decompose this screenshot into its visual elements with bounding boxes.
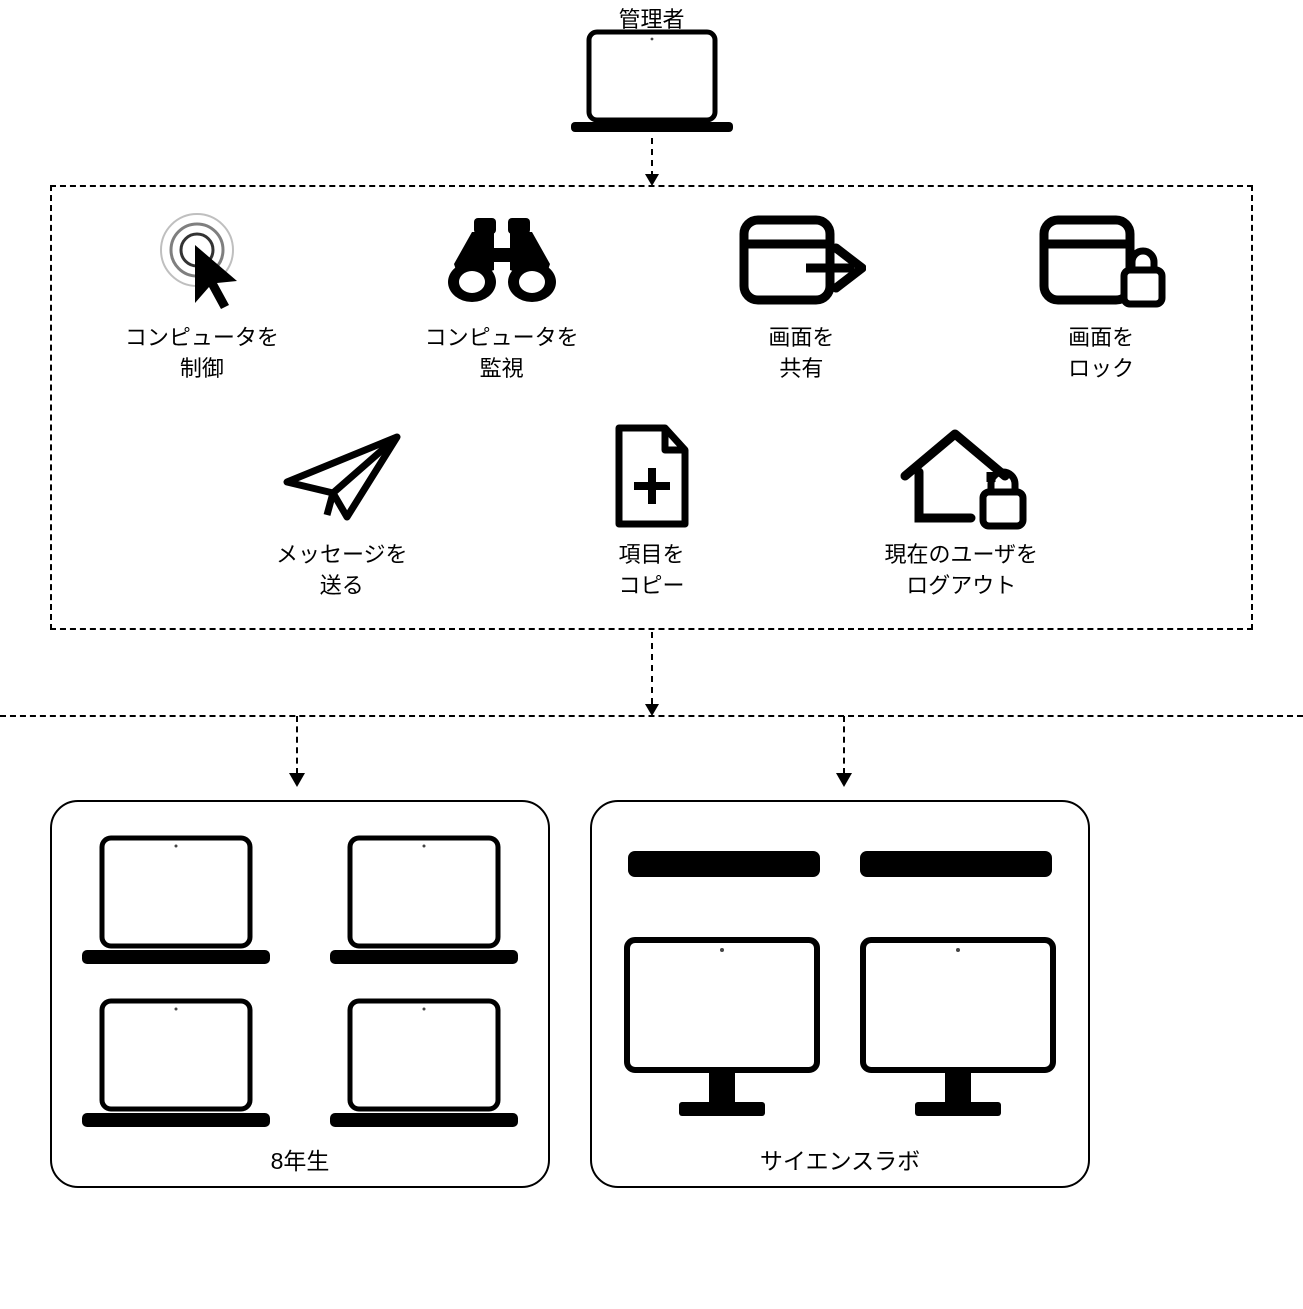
file-plus-icon (607, 422, 697, 532)
action-label: メッセージを 送る (276, 540, 408, 602)
group-label: サイエンスラボ (592, 1142, 1088, 1176)
branch-left (296, 716, 298, 774)
action-label: 画面を ロック (1068, 323, 1134, 385)
actions-row-1: コンピュータを 制御 (52, 205, 1251, 385)
action-monitor: コンピュータを 監視 (382, 205, 622, 385)
cursor-ripple-icon (147, 205, 257, 315)
branch-right (843, 716, 845, 774)
actions-panel: コンピュータを 制御 (50, 185, 1253, 630)
arrowhead-right (834, 773, 854, 792)
laptop-icon (76, 832, 276, 977)
actions-row-2: メッセージを 送る 項目を コピー (52, 422, 1251, 602)
action-control: コンピュータを 制御 (82, 205, 322, 385)
laptop-icon (324, 995, 524, 1140)
group-science-lab: サイエンスラボ (590, 800, 1090, 1188)
home-lock-icon (891, 422, 1031, 532)
action-label: 画面を 共有 (768, 323, 834, 385)
admin-laptop-icon (567, 28, 737, 143)
action-label: コンピュータを 監視 (425, 323, 579, 385)
laptop-grid (52, 832, 548, 1140)
action-lock: 画面を ロック (981, 205, 1221, 385)
action-copy: 項目を コピー (532, 422, 772, 602)
action-label: 現在のユーザを ログアウト (884, 540, 1038, 602)
paper-plane-icon (277, 422, 407, 532)
laptop-icon (324, 832, 524, 977)
monitor-icon (617, 932, 827, 1127)
mac-mini-icon (624, 847, 824, 886)
split-line (0, 715, 1303, 717)
window-share-icon (736, 205, 866, 315)
action-label: 項目を コピー (618, 540, 684, 602)
arrow-admin-to-actions (642, 138, 662, 191)
action-logout: 現在のユーザを ログアウト (841, 422, 1081, 602)
laptop-icon (76, 995, 276, 1140)
action-label: コンピュータを 制御 (125, 323, 279, 385)
mac-mini-row (592, 847, 1088, 886)
action-message: メッセージを 送る (222, 422, 462, 602)
binoculars-icon (442, 205, 562, 315)
group-8th-grade: 8年生 (50, 800, 550, 1188)
diagram-root: 管理者 (0, 0, 1303, 1309)
arrow-actions-to-split (642, 632, 662, 721)
mac-mini-icon (856, 847, 1056, 886)
group-label: 8年生 (52, 1142, 548, 1176)
arrowhead-left (287, 773, 307, 792)
monitor-icon (853, 932, 1063, 1127)
monitor-row (592, 932, 1088, 1127)
action-share: 画面を 共有 (681, 205, 921, 385)
window-lock-icon (1036, 205, 1166, 315)
